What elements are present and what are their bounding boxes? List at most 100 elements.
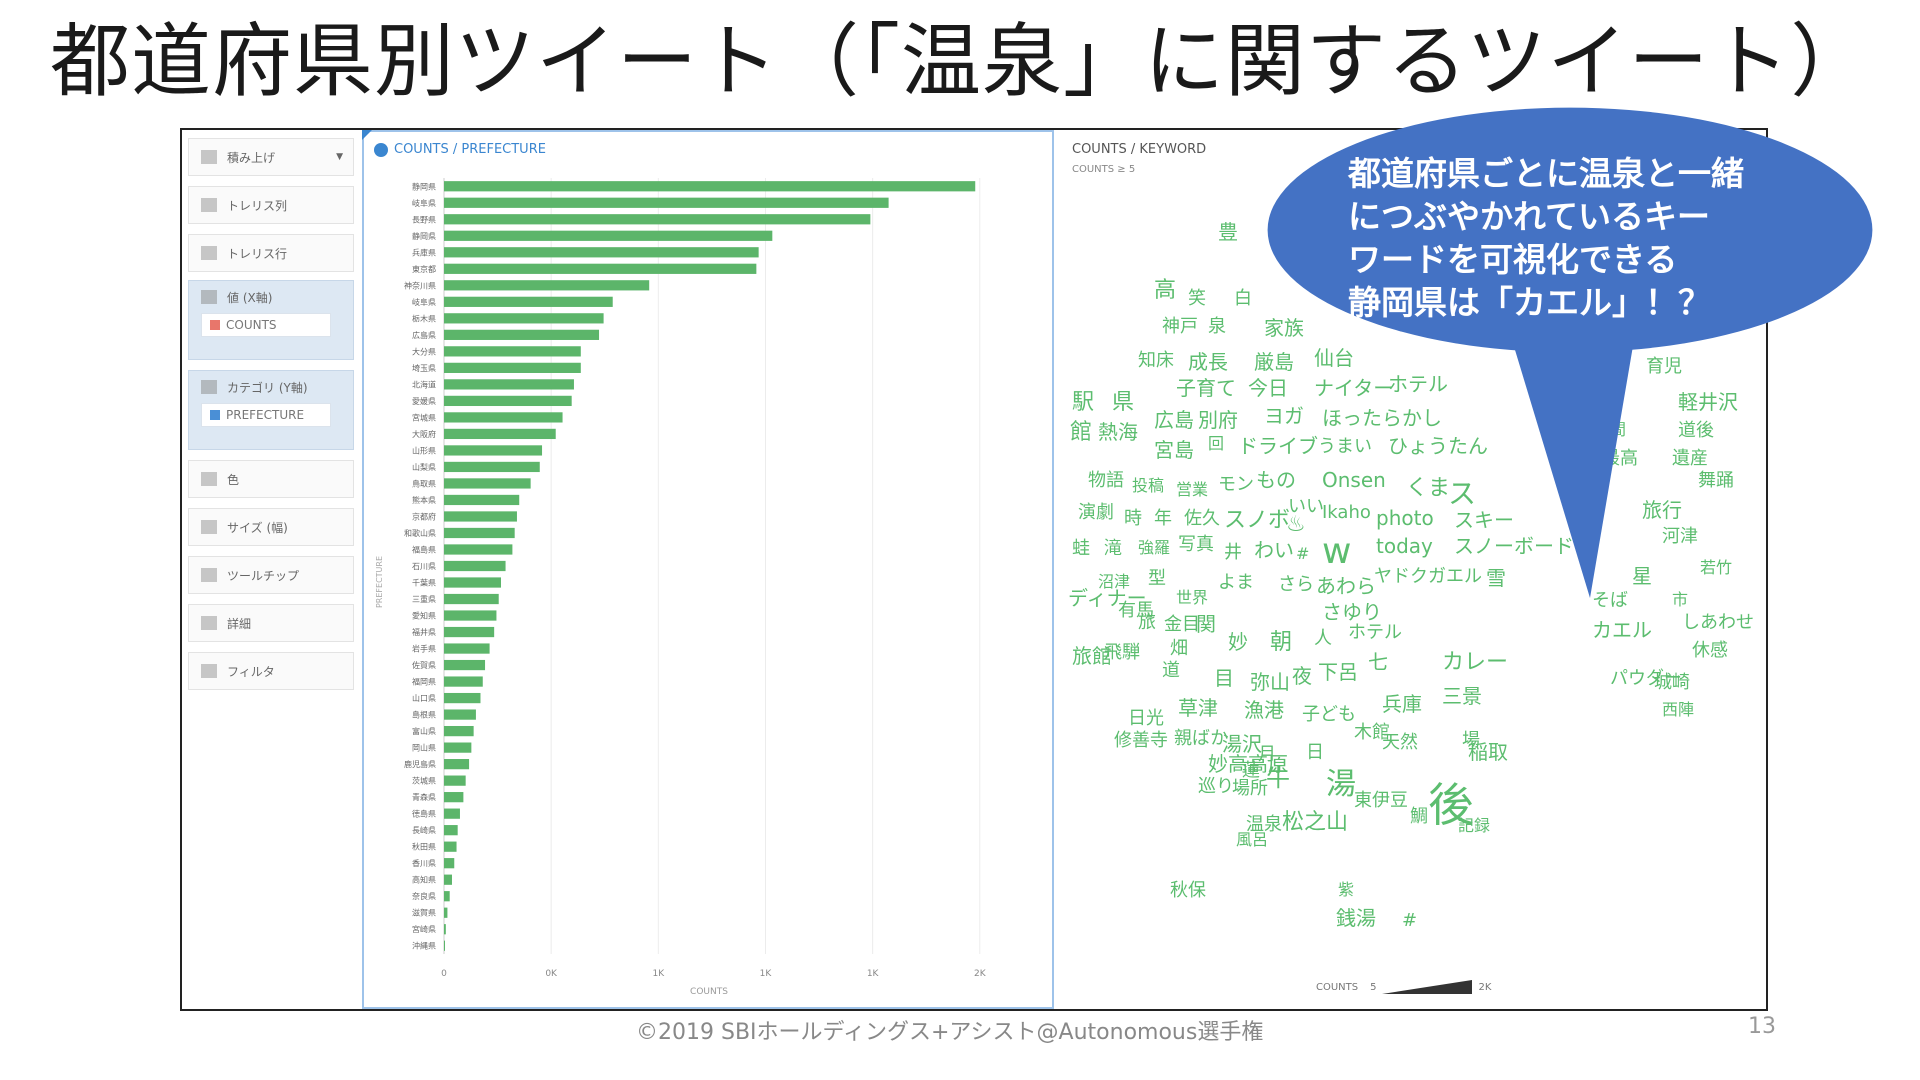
- bar: [444, 379, 574, 390]
- x-tick-label: 0: [441, 969, 447, 979]
- cloud-word: 金目: [1164, 614, 1200, 635]
- color-button[interactable]: 色: [188, 460, 354, 498]
- callout-line-1: 都道府県ごとに温泉と一緒: [1348, 154, 1744, 193]
- tooltip-button[interactable]: ツールチップ: [188, 556, 354, 594]
- size-legend: COUNTS 5 2K: [1316, 980, 1491, 994]
- cloud-word: ♨: [1286, 512, 1306, 537]
- counts-chip-label: COUNTS: [226, 318, 277, 332]
- cloud-word: そば: [1592, 590, 1628, 611]
- cloud-word: あわら: [1316, 574, 1376, 598]
- cloud-word: 牛: [1266, 764, 1290, 792]
- cloud-word: 時: [1124, 508, 1142, 529]
- cloud-word: 秋保: [1170, 880, 1206, 901]
- cloud-word: 修善寺: [1114, 730, 1168, 751]
- cloud-word: ホテル: [1348, 622, 1402, 643]
- cloud-word: 銭湯: [1336, 906, 1376, 930]
- chart-title: COUNTS / PREFECTURE: [374, 142, 546, 157]
- cloud-word: 道後: [1678, 420, 1714, 441]
- y-tick-label: 静岡県: [412, 181, 436, 191]
- cloud-word: 漁港: [1244, 698, 1284, 722]
- trellis-column-button[interactable]: トレリス列: [188, 186, 354, 224]
- bar: [444, 643, 490, 654]
- cloud-word: 館: [1070, 420, 1093, 445]
- cloud-word: 休感: [1692, 640, 1728, 661]
- y-tick-label: 京都府: [412, 511, 436, 521]
- cloud-word: 営業: [1176, 480, 1209, 499]
- cloud-word: 稲取: [1468, 740, 1508, 764]
- y-tick-label: 栃木県: [412, 313, 436, 323]
- bar: [444, 428, 556, 440]
- y-tick-label: 山口県: [412, 693, 436, 703]
- cloud-word: 宮島: [1154, 438, 1194, 462]
- cloud-word: 強羅: [1138, 538, 1171, 557]
- value-axis-icon: [201, 290, 217, 304]
- bar: [444, 461, 540, 473]
- y-tick-label: 香川県: [412, 858, 436, 868]
- cloud-word: ホテル: [1388, 372, 1448, 396]
- bar: [444, 659, 486, 671]
- counts-chip[interactable]: COUNTS: [201, 313, 331, 337]
- y-tick-label: 徳島県: [412, 809, 436, 819]
- bar: [444, 825, 458, 836]
- text-type-icon: [210, 410, 220, 420]
- speech-bubble-tail-shape: [1512, 340, 1634, 598]
- bar: [444, 214, 871, 225]
- slide-title: 都道府県別ツイート（「温泉」に関するツイート）: [50, 15, 1872, 108]
- cloud-word: Onsen: [1322, 468, 1386, 492]
- cloud-word: 城崎: [1654, 672, 1690, 693]
- bar: [444, 924, 446, 935]
- trellis-row-icon: [201, 246, 217, 260]
- y-tick-label: 沖縄県: [412, 941, 436, 951]
- cloud-word: 軽井沢: [1678, 390, 1738, 414]
- size-icon: [201, 520, 217, 534]
- detail-icon: [201, 616, 217, 630]
- cloud-word: ほったらかし: [1322, 406, 1442, 430]
- prefecture-chip[interactable]: PREFECTURE: [201, 403, 331, 427]
- bar: [444, 362, 581, 373]
- value-axis-group[interactable]: 値 (X軸) COUNTS: [188, 280, 354, 360]
- filter-button[interactable]: フィルタ: [188, 652, 354, 690]
- cloud-word: さら: [1278, 574, 1314, 595]
- cloud-word: 写真: [1178, 534, 1214, 555]
- y-tick-label: 佐賀県: [412, 660, 436, 670]
- cloud-word: 物語: [1088, 470, 1124, 491]
- cloud-word: 河津: [1662, 526, 1698, 547]
- legend-min: 5: [1370, 981, 1377, 993]
- hash-icon: [210, 320, 220, 330]
- bar-chart-panel[interactable]: COUNTS / PREFECTURE 0 0K 1K 1K 1K 2K 静岡県 岐阜県 長野県…: [362, 130, 1054, 1009]
- bar: [444, 412, 563, 423]
- size-button[interactable]: サイズ (幅): [188, 508, 354, 546]
- y-tick-label: 宮城県: [412, 412, 436, 422]
- cloud-word: Ikaho: [1322, 502, 1371, 523]
- cloud-word: 天然: [1382, 732, 1418, 753]
- cloud-word: 沼津: [1098, 572, 1131, 591]
- bar: [444, 593, 499, 605]
- cloud-word: 高: [1154, 278, 1177, 303]
- cloud-word: 家族: [1264, 316, 1304, 340]
- cloud-word: わい: [1254, 538, 1294, 562]
- slide-footer: ©2019 SBIホールディングス+アシスト@Autonomous選手権: [636, 1020, 1264, 1045]
- selection-corner: [362, 130, 372, 140]
- cloud-word: 松之山: [1282, 810, 1349, 835]
- chevron-down-icon: ▼: [336, 152, 343, 162]
- category-axis-group[interactable]: カテゴリ (Y軸) PREFECTURE: [188, 370, 354, 450]
- bar: [444, 445, 543, 456]
- cloud-word: today: [1376, 534, 1433, 558]
- word-cloud-panel[interactable]: COUNTS / KEYWORD COUNTS ≥ 5 豊高笑 白神戸泉 家族 知床成…: [1058, 130, 1766, 1009]
- cloud-word: 佐久: [1184, 508, 1220, 529]
- size-label: サイズ (幅): [227, 520, 288, 535]
- cloud-word: スノボ: [1224, 508, 1291, 533]
- bar: [444, 197, 889, 208]
- cloud-word: ディナー: [1068, 586, 1147, 610]
- cloud-word: 旅: [1138, 612, 1156, 633]
- filter-icon: [201, 664, 217, 678]
- cloud-word: 旅行: [1642, 498, 1682, 522]
- stack-dropdown[interactable]: 積み上げ ▼: [188, 138, 354, 176]
- cloud-word: 弥山: [1250, 670, 1290, 694]
- y-tick-label: 愛知県: [412, 611, 436, 621]
- y-tick-label: 高知県: [412, 875, 436, 885]
- trellis-row-button[interactable]: トレリス行: [188, 234, 354, 272]
- y-tick-label: 大分県: [412, 346, 436, 356]
- cloud-word: 世界: [1176, 588, 1209, 607]
- detail-button[interactable]: 詳細: [188, 604, 354, 642]
